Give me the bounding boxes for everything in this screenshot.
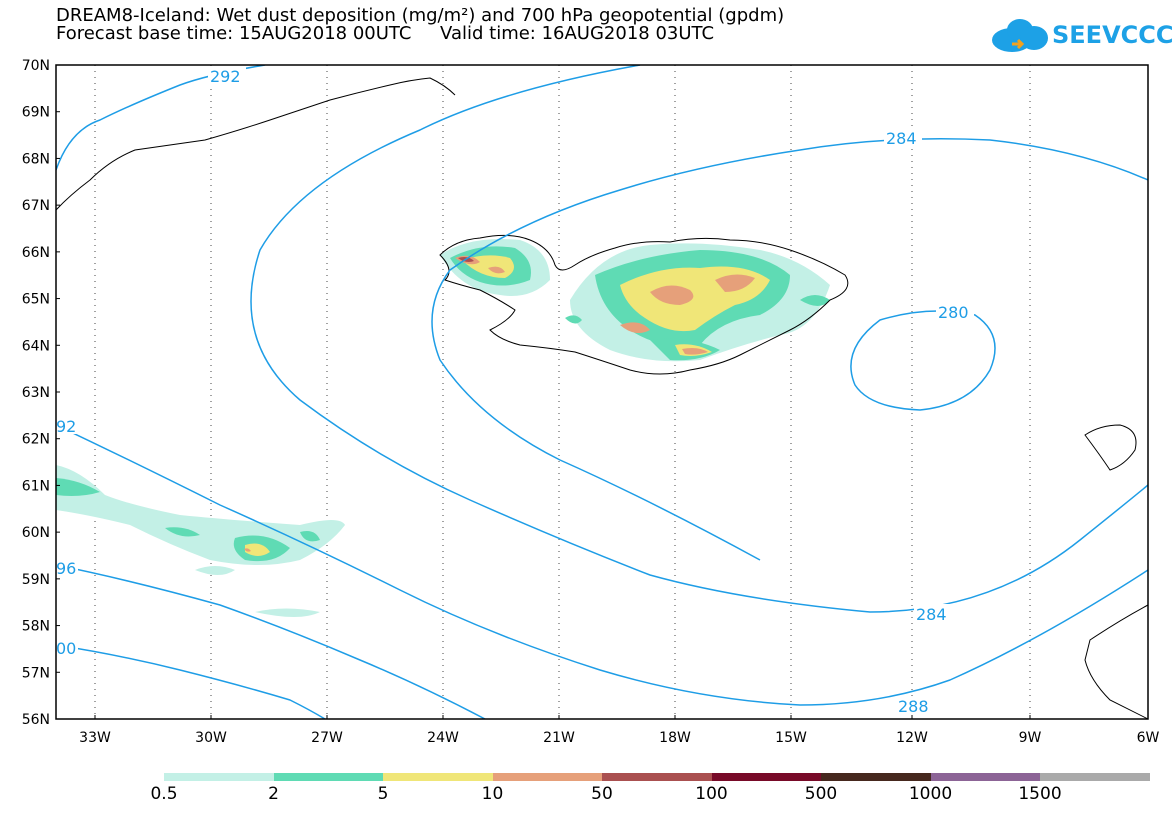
lon-label: 30W bbox=[195, 730, 227, 746]
legend-label: 0.5 bbox=[150, 784, 178, 804]
legend-label: 2 bbox=[268, 784, 279, 804]
lat-label: 61N bbox=[22, 478, 50, 494]
contour-label-292: 292 bbox=[210, 67, 241, 86]
lon-label: 9W bbox=[1019, 730, 1042, 746]
legend-label: 50 bbox=[591, 784, 613, 804]
contour-label-92: 92 bbox=[56, 417, 76, 436]
lat-label: 69N bbox=[22, 105, 50, 121]
cloud-icon bbox=[992, 19, 1048, 52]
contour-label-280: 280 bbox=[938, 303, 969, 322]
legend-swatch bbox=[711, 773, 821, 781]
contour-label-284-top: 284 bbox=[886, 129, 917, 148]
lat-label: 66N bbox=[22, 245, 50, 261]
grid bbox=[94, 65, 1031, 719]
legend-label: 1000 bbox=[908, 784, 953, 804]
lat-label: 63N bbox=[22, 385, 50, 401]
legend-swatch bbox=[602, 773, 712, 781]
contour-label-284-bottom: 284 bbox=[916, 605, 947, 624]
lat-label: 70N bbox=[22, 58, 50, 74]
latitude-axis: 70N 69N 68N 67N 66N 65N 64N 63N 62N 61N 60N 59N 58N 5… bbox=[22, 58, 60, 728]
contour-labels: 292 284 280 92 96 00 284 288 bbox=[56, 66, 974, 716]
lon-label: 12W bbox=[896, 730, 928, 746]
lat-label: 58N bbox=[22, 619, 50, 635]
map-title: DREAM8-Iceland: Wet dust deposition (mg/… bbox=[56, 5, 785, 26]
legend-swatch bbox=[492, 773, 602, 781]
legend-label: 100 bbox=[695, 784, 728, 804]
lat-label: 56N bbox=[22, 712, 50, 728]
logo-text: SEEVCCC bbox=[1052, 21, 1174, 49]
lat-label: 64N bbox=[22, 338, 50, 354]
lat-label: 60N bbox=[22, 525, 50, 541]
contour-label-96: 96 bbox=[56, 559, 76, 578]
legend-swatch bbox=[164, 773, 274, 781]
legend-label: 10 bbox=[481, 784, 504, 804]
lat-label: 67N bbox=[22, 198, 50, 214]
legend-swatch bbox=[383, 773, 493, 781]
contour-label-00: 00 bbox=[56, 639, 76, 658]
map-subtitle: Forecast base time: 15AUG2018 00UTC Vali… bbox=[56, 23, 715, 44]
longitude-axis: 33W 30W 27W 24W 21W 18W 15W 12W 9W 6W bbox=[79, 715, 1160, 746]
legend-label: 5 bbox=[377, 784, 389, 804]
legend-label: 1500 bbox=[1018, 784, 1062, 804]
map-frame bbox=[55, 64, 1149, 720]
lon-label: 27W bbox=[311, 730, 343, 746]
legend-swatch bbox=[273, 773, 383, 781]
lon-label: 21W bbox=[543, 730, 575, 746]
legend-label: 500 bbox=[804, 784, 838, 804]
dust-deposition-field bbox=[56, 239, 830, 617]
geopotential-contours bbox=[56, 65, 1148, 719]
lat-label: 65N bbox=[22, 292, 50, 308]
lon-label: 33W bbox=[79, 730, 111, 746]
legend-swatch bbox=[1040, 773, 1150, 781]
lat-label: 62N bbox=[22, 432, 50, 448]
lat-label: 68N bbox=[22, 151, 50, 167]
legend-swatch bbox=[821, 773, 931, 781]
lon-label: 18W bbox=[659, 730, 691, 746]
coastlines bbox=[56, 77, 1148, 719]
lon-label: 15W bbox=[775, 730, 807, 746]
lon-label: 24W bbox=[427, 730, 459, 746]
lat-label: 59N bbox=[22, 572, 50, 588]
lat-label: 57N bbox=[22, 665, 50, 681]
contour-label-288: 288 bbox=[898, 697, 929, 716]
legend-swatch bbox=[930, 773, 1040, 781]
lon-label: 6W bbox=[1137, 730, 1160, 746]
